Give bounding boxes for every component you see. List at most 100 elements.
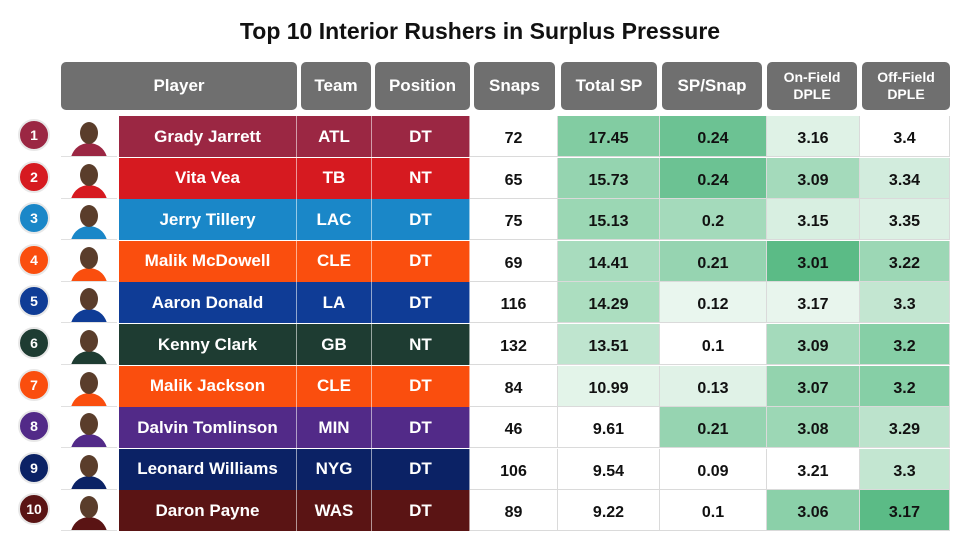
on-field-dple-cell: 3.17 xyxy=(767,282,860,324)
total-sp-cell: 14.29 xyxy=(558,282,660,324)
rank-badge: 8 xyxy=(18,410,50,443)
off-field-dple-cell: 3.29 xyxy=(860,407,950,449)
table-row: 1 Grady Jarrett ATL DT 72 17.45 0.24 3.16 3.4 xyxy=(0,116,960,157)
total-sp-cell: 9.54 xyxy=(558,448,660,490)
sp-snap-cell: 0.12 xyxy=(660,282,767,324)
rank-badge: 10 xyxy=(18,493,50,526)
player-headshot-icon xyxy=(61,240,117,282)
position-cell: DT xyxy=(372,240,470,282)
position-cell: DT xyxy=(372,490,470,532)
snaps-cell: 46 xyxy=(470,407,558,449)
table-row: 10 Daron Payne WAS DT 89 9.22 0.1 3.06 3.17 xyxy=(0,490,960,532)
player-headshot-icon xyxy=(61,199,117,241)
team-cell: TB xyxy=(297,157,372,199)
header-team: Team xyxy=(301,62,371,110)
player-name: Kenny Clark xyxy=(119,324,297,365)
position-cell: DT xyxy=(372,365,470,407)
team-cell: CLE xyxy=(297,365,372,407)
sp-snap-cell: 0.24 xyxy=(660,157,767,199)
on-field-dple-cell: 3.21 xyxy=(767,448,860,490)
player-name: Malik Jackson xyxy=(119,365,297,407)
table-row: 3 Jerry Tillery LAC DT 75 15.13 0.2 3.15 3.35 xyxy=(0,199,960,241)
header-snaps: Snaps xyxy=(474,62,555,110)
player-name: Grady Jarrett xyxy=(119,116,297,157)
rank-badge: 4 xyxy=(18,243,50,276)
snaps-cell: 69 xyxy=(470,240,558,282)
team-cell: LAC xyxy=(297,199,372,241)
sp-snap-cell: 0.13 xyxy=(660,365,767,407)
total-sp-cell: 15.73 xyxy=(558,157,660,199)
table-row: 6 Kenny Clark GB NT 132 13.51 0.1 3.09 3.2 xyxy=(0,324,960,365)
off-field-dple-cell: 3.3 xyxy=(860,282,950,324)
header-total-sp: Total SP xyxy=(561,62,657,110)
player-name: Aaron Donald xyxy=(119,282,297,324)
player-name: Leonard Williams xyxy=(119,448,297,490)
player-headshot-icon xyxy=(61,282,117,324)
snaps-cell: 106 xyxy=(470,448,558,490)
rank-badge: 1 xyxy=(18,119,50,151)
snaps-cell: 132 xyxy=(470,324,558,365)
off-field-dple-cell: 3.22 xyxy=(860,240,950,282)
off-field-dple-cell: 3.2 xyxy=(860,365,950,407)
on-field-dple-cell: 3.09 xyxy=(767,157,860,199)
on-field-dple-cell: 3.16 xyxy=(767,116,860,157)
player-headshot-icon xyxy=(61,365,117,407)
total-sp-cell: 15.13 xyxy=(558,199,660,241)
team-cell: LA xyxy=(297,282,372,324)
team-cell: NYG xyxy=(297,448,372,490)
total-sp-cell: 13.51 xyxy=(558,324,660,365)
sp-snap-cell: 0.09 xyxy=(660,448,767,490)
snaps-cell: 65 xyxy=(470,157,558,199)
total-sp-cell: 10.99 xyxy=(558,365,660,407)
player-name: Vita Vea xyxy=(119,157,297,199)
off-field-dple-cell: 3.35 xyxy=(860,199,950,241)
position-cell: DT xyxy=(372,448,470,490)
player-headshot-icon xyxy=(61,448,117,490)
total-sp-cell: 17.45 xyxy=(558,116,660,157)
table-row: 7 Malik Jackson CLE DT 84 10.99 0.13 3.07 3.2 xyxy=(0,365,960,407)
player-headshot-icon xyxy=(61,490,117,532)
total-sp-cell: 14.41 xyxy=(558,240,660,282)
team-cell: MIN xyxy=(297,407,372,449)
on-field-dple-cell: 3.15 xyxy=(767,199,860,241)
header-player: Player xyxy=(61,62,297,110)
rank-badge: 2 xyxy=(18,160,50,193)
team-cell: CLE xyxy=(297,240,372,282)
player-headshot-icon xyxy=(61,157,117,199)
sp-snap-cell: 0.21 xyxy=(660,240,767,282)
sp-snap-cell: 0.24 xyxy=(660,116,767,157)
team-cell: ATL xyxy=(297,116,372,157)
team-cell: GB xyxy=(297,324,372,365)
sp-snap-cell: 0.2 xyxy=(660,199,767,241)
off-field-dple-cell: 3.3 xyxy=(860,448,950,490)
rank-badge: 7 xyxy=(18,368,50,401)
off-field-dple-cell: 3.4 xyxy=(860,116,950,157)
on-field-dple-cell: 3.01 xyxy=(767,240,860,282)
table-row: 2 Vita Vea TB NT 65 15.73 0.24 3.09 3.34 xyxy=(0,157,960,199)
position-cell: NT xyxy=(372,324,470,365)
player-headshot-icon xyxy=(61,407,117,449)
total-sp-cell: 9.61 xyxy=(558,407,660,449)
header-off-field-dple: Off-Field DPLE xyxy=(862,62,950,110)
header-position: Position xyxy=(375,62,470,110)
sp-snap-cell: 0.21 xyxy=(660,407,767,449)
total-sp-cell: 9.22 xyxy=(558,490,660,532)
snaps-cell: 75 xyxy=(470,199,558,241)
position-cell: DT xyxy=(372,116,470,157)
table-row: 8 Dalvin Tomlinson MIN DT 46 9.61 0.21 3.08 3.29 xyxy=(0,407,960,449)
player-headshot-icon xyxy=(61,324,117,365)
header-sp-snap: SP/Snap xyxy=(662,62,762,110)
sp-snap-cell: 0.1 xyxy=(660,490,767,532)
off-field-dple-cell: 3.34 xyxy=(860,157,950,199)
chart-title: Top 10 Interior Rushers in Surplus Press… xyxy=(239,18,721,44)
snaps-cell: 84 xyxy=(470,365,558,407)
rank-badge: 5 xyxy=(18,285,50,318)
sp-snap-cell: 0.1 xyxy=(660,324,767,365)
off-field-dple-cell: 3.17 xyxy=(860,490,950,532)
off-field-dple-cell: 3.2 xyxy=(860,324,950,365)
snaps-cell: 72 xyxy=(470,116,558,157)
table-row: 5 Aaron Donald LA DT 116 14.29 0.12 3.17 3.3 xyxy=(0,282,960,324)
on-field-dple-cell: 3.07 xyxy=(767,365,860,407)
table-row: 9 Leonard Williams NYG DT 106 9.54 0.09 3.21 3.3 xyxy=(0,448,960,490)
on-field-dple-cell: 3.06 xyxy=(767,490,860,532)
